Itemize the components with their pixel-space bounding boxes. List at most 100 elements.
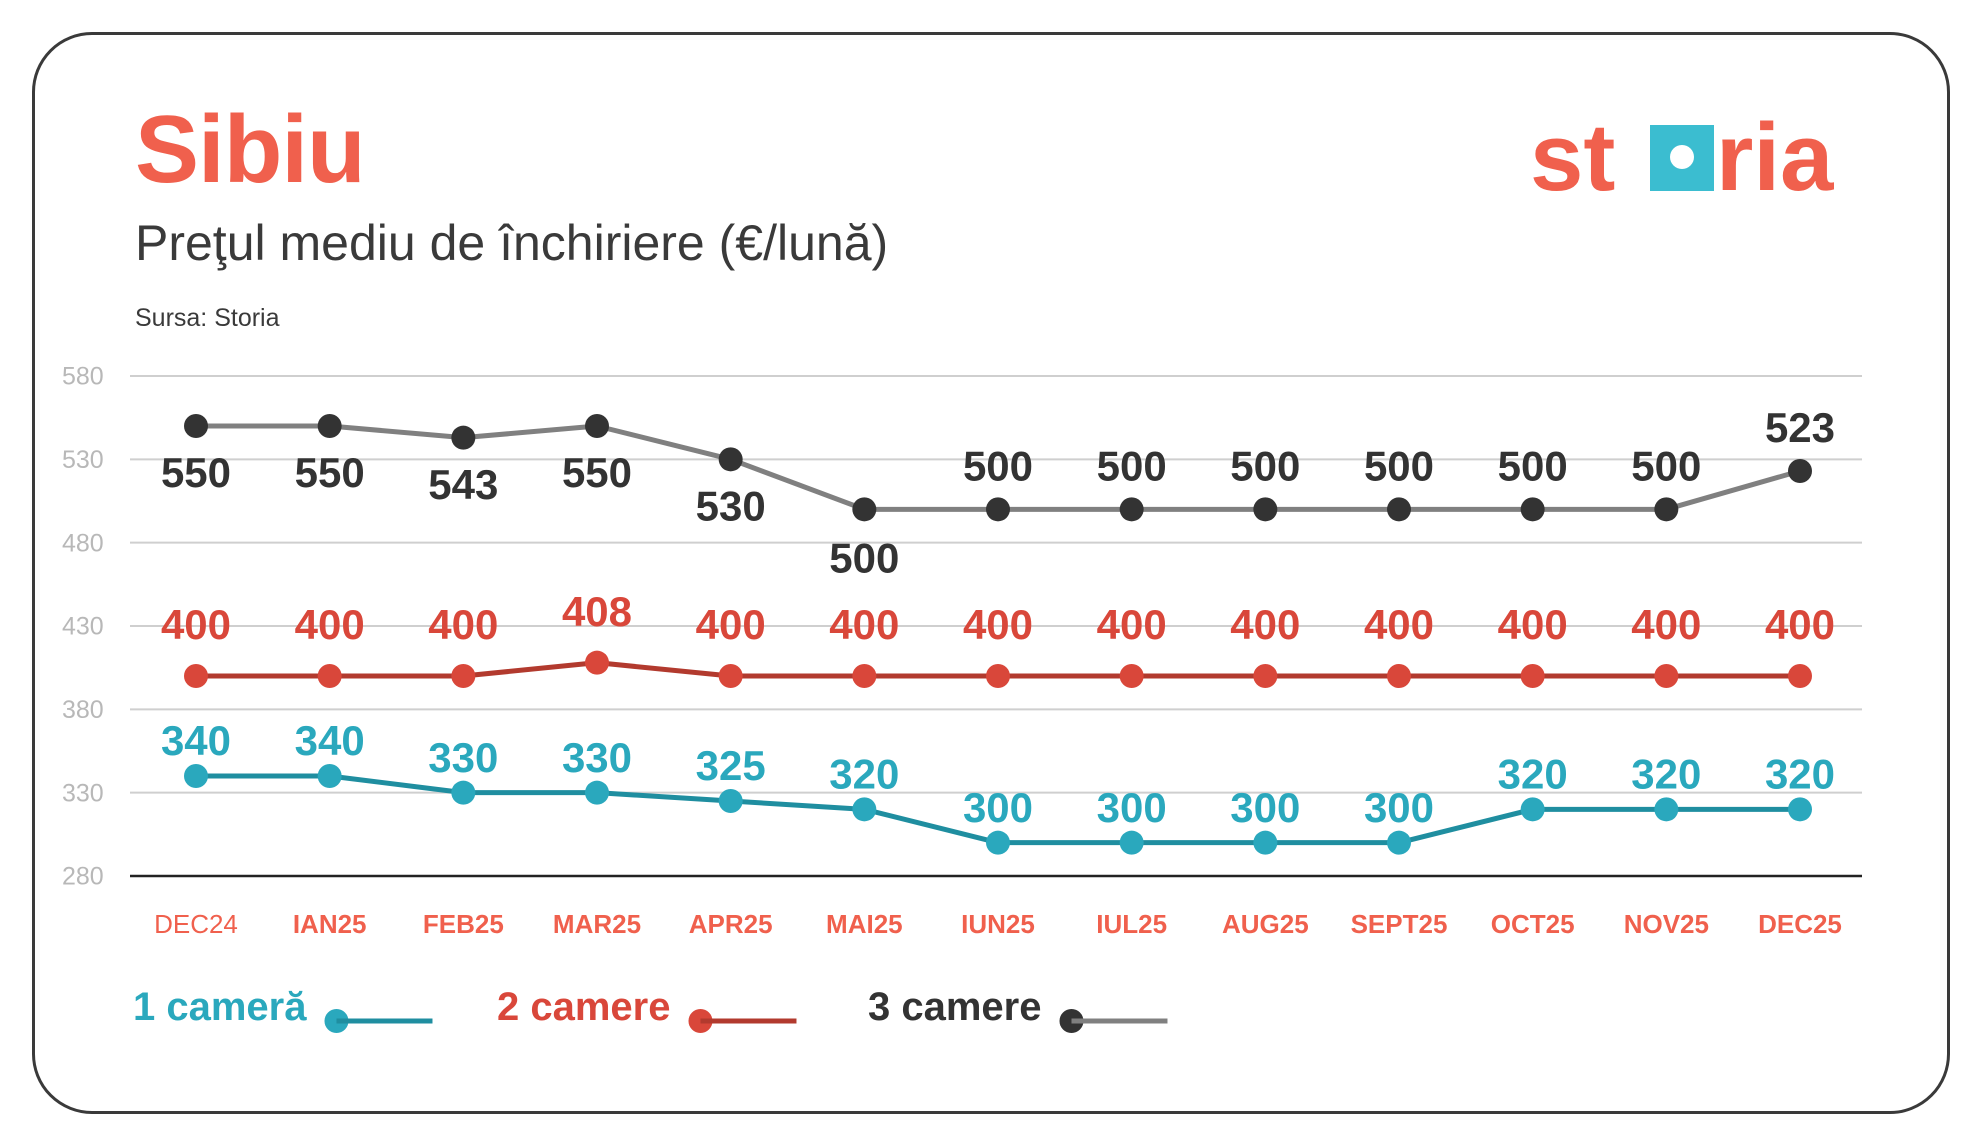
data-label: 500 [829,534,899,581]
x-tick-label: MAR25 [553,909,641,939]
data-point [1520,664,1545,688]
data-label: 400 [1765,601,1835,648]
data-point [1253,497,1278,522]
data-label: 400 [1631,601,1701,648]
data-point [718,664,743,688]
data-label: 500 [1097,442,1167,489]
data-label: 500 [963,442,1033,489]
data-label: 550 [295,449,365,496]
data-label: 500 [1230,442,1300,489]
data-point [852,664,877,688]
data-label: 340 [161,717,231,764]
x-tick-label: DEC25 [1758,909,1842,939]
data-point [317,764,342,788]
data-label: 330 [428,734,498,781]
data-label: 400 [428,601,498,648]
data-point [1119,830,1144,855]
data-point [1520,797,1545,822]
logo-dot-icon [1670,145,1694,169]
data-point [1253,664,1278,688]
x-tick-label: IAN25 [293,909,367,939]
legend-label: 1 cameră [133,985,307,1029]
y-tick-label: 380 [62,696,104,724]
x-tick-label: IUL25 [1096,909,1167,939]
data-label: 400 [1230,601,1300,648]
source-note: Sursa: Storia [135,304,280,332]
x-tick-label: FEB25 [423,909,504,939]
data-point [585,414,609,438]
data-label: 320 [1498,750,1568,797]
x-tick-label: IUN25 [961,909,1035,939]
data-point [1654,797,1679,822]
logo-text-ria: ria [1716,104,1834,205]
x-tick-label: DEC24 [154,909,238,939]
data-point [986,664,1010,688]
data-label: 340 [295,717,365,764]
x-tick-label: APR25 [689,909,773,939]
legend-label: 2 camere [497,985,670,1029]
legend-label: 3 camere [868,985,1041,1029]
data-point [1788,797,1812,822]
data-label: 400 [1097,601,1167,648]
data-label: 400 [696,601,766,648]
data-label: 408 [562,588,632,635]
data-point [718,447,743,472]
x-tick-label: AUG25 [1222,909,1309,939]
data-label: 400 [1364,601,1434,648]
x-tick-label: NOV25 [1624,909,1709,939]
data-point [986,830,1010,855]
data-point [1387,497,1411,522]
data-label: 543 [428,461,498,508]
data-label: 400 [963,601,1033,648]
data-point [1387,664,1411,688]
data-point [1119,497,1144,522]
x-tick-label: MAI25 [826,909,903,939]
data-point [585,780,609,805]
data-point [451,664,476,688]
y-tick-label: 580 [62,363,104,391]
data-point [1788,664,1812,688]
y-tick-label: 280 [62,863,104,891]
data-label: 400 [295,601,365,648]
data-label: 500 [1631,442,1701,489]
data-label: 320 [1631,750,1701,797]
data-point [184,664,208,688]
data-label: 300 [1097,784,1167,831]
data-point [986,497,1010,522]
data-point [1788,459,1812,483]
data-point [852,797,877,822]
data-point [718,789,743,813]
data-label: 550 [161,449,231,496]
data-label: 500 [1498,442,1568,489]
y-tick-label: 530 [62,446,104,474]
data-label: 320 [829,750,899,797]
data-point [1119,664,1144,688]
chart-subtitle: Preţul mediu de închiriere (€/lună) [135,215,889,271]
y-tick-label: 330 [62,779,104,807]
data-point [1253,830,1278,855]
data-point [1387,830,1411,855]
data-label: 300 [963,784,1033,831]
x-tick-label: SEPT25 [1351,909,1448,939]
logo-text-st: st [1530,104,1615,205]
data-point [184,764,208,788]
data-label: 300 [1230,784,1300,831]
page-title: Sibiu [135,96,366,203]
y-tick-label: 430 [62,613,104,641]
y-tick-label: 480 [62,529,104,557]
data-label: 500 [1364,442,1434,489]
data-point [1654,497,1679,522]
data-point [585,650,609,675]
data-point [451,425,476,450]
data-label: 523 [1765,404,1835,451]
data-point [1520,497,1545,522]
data-label: 400 [161,601,231,648]
data-point [184,414,208,438]
data-label: 530 [696,482,766,529]
data-label: 325 [696,742,766,789]
data-label: 550 [562,449,632,496]
data-point [451,780,476,805]
data-label: 300 [1364,784,1434,831]
chart-card [32,32,1950,1114]
